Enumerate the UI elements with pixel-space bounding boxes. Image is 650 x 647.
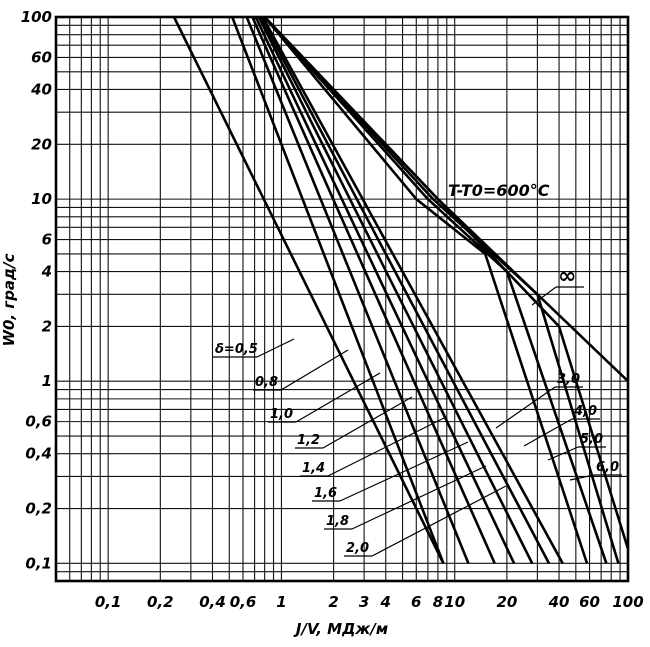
series-line	[251, 16, 496, 564]
annotation-group: T-T0=600°C	[448, 181, 550, 200]
x-tick-label: 0,6	[230, 593, 257, 611]
series-line	[263, 16, 589, 564]
series-line	[230, 16, 445, 564]
series-line	[263, 16, 620, 564]
series-label: 1,6	[314, 486, 337, 501]
y-tick-label: 0,4	[25, 445, 52, 463]
series-line	[261, 16, 564, 565]
x-tick-labels: 0,1 0,2 0,4 0,6 1 2 3 4 6 8 10 20 40 60 100	[95, 593, 644, 611]
plot-frame	[54, 15, 630, 583]
y-tick-label: 60	[31, 48, 52, 66]
label-leader	[371, 485, 507, 557]
label-leader	[280, 349, 349, 391]
y-axis-title: W0, град/с	[0, 253, 18, 346]
y-tick-label: 2	[42, 317, 52, 335]
x-tick-label: 4	[380, 593, 391, 611]
x-tick-label: 0,4	[199, 593, 226, 611]
series-label: 2,0	[346, 541, 369, 556]
x-tick-label: 8	[433, 593, 443, 611]
series-line	[263, 16, 629, 383]
series-label: δ=0,5	[215, 342, 258, 357]
x-tick-label: 3	[359, 593, 369, 611]
series-line	[259, 16, 551, 565]
series-line	[254, 16, 516, 564]
x-tick-label: 2	[328, 593, 338, 611]
y-tick-label: 0,1	[25, 554, 52, 572]
x-tick-label: 1	[276, 593, 286, 611]
series-line	[172, 16, 445, 564]
temperature-annotation: T-T0=600°C	[448, 181, 550, 200]
series-label: 3,0	[557, 372, 580, 387]
y-tick-label: 6	[42, 231, 52, 249]
label-leader	[256, 338, 295, 358]
x-tick-label: 6	[411, 593, 421, 611]
series-label: 1,8	[326, 514, 349, 529]
series-label: 1,4	[302, 461, 325, 476]
label-leader	[523, 418, 573, 447]
series-label: 1,0	[270, 407, 293, 422]
label-leader	[327, 417, 445, 477]
y-tick-label: 4	[41, 263, 52, 281]
curve-labels: δ=0,5 0,8 1,0 1,2 1,4 1,6 1,8 2,0 3,0 4,0 5,0 6,0 ∞	[213, 264, 622, 557]
label-leader	[531, 286, 557, 306]
label-leader	[351, 465, 487, 530]
y-tick-label: 20	[31, 135, 52, 153]
label-leader	[322, 396, 413, 449]
x-axis-title: J/V, МДж/м	[293, 620, 388, 638]
y-tick-label: 1	[42, 372, 52, 390]
x-tick-label: 100	[612, 593, 643, 611]
series-line	[263, 16, 608, 564]
series-line	[257, 16, 534, 564]
x-tick-label: 40	[548, 593, 570, 611]
x-tick-label: 10	[444, 593, 465, 611]
label-leader	[569, 474, 595, 481]
label-leader	[495, 386, 556, 429]
curves	[172, 16, 630, 565]
x-tick-label: 20	[496, 593, 517, 611]
label-leader	[339, 441, 469, 502]
series-label: ∞	[558, 264, 576, 289]
y-tick-label: 10	[31, 190, 52, 208]
series-label: 4,0	[573, 404, 597, 419]
y-tick-label: 40	[30, 80, 52, 98]
series-label: 5,0	[580, 432, 603, 447]
x-tick-label: 0,2	[147, 593, 174, 611]
label-leader	[295, 372, 381, 423]
y-tick-label: 100	[21, 8, 52, 26]
series-label: 6,0	[596, 460, 619, 475]
label-leader	[547, 446, 579, 461]
series-label: 0,8	[255, 375, 278, 390]
y-tick-labels: 0,1 0,2 0,4 0,6 1 2 4 6 10 20 40 60 100	[21, 8, 52, 572]
series-line	[245, 16, 470, 564]
y-tick-label: 0,2	[25, 500, 52, 518]
series-label: 1,2	[297, 433, 320, 448]
x-tick-label: 60	[579, 593, 600, 611]
x-tick-label: 0,1	[95, 593, 122, 611]
y-tick-label: 0,6	[25, 413, 52, 431]
grid	[56, 17, 628, 581]
